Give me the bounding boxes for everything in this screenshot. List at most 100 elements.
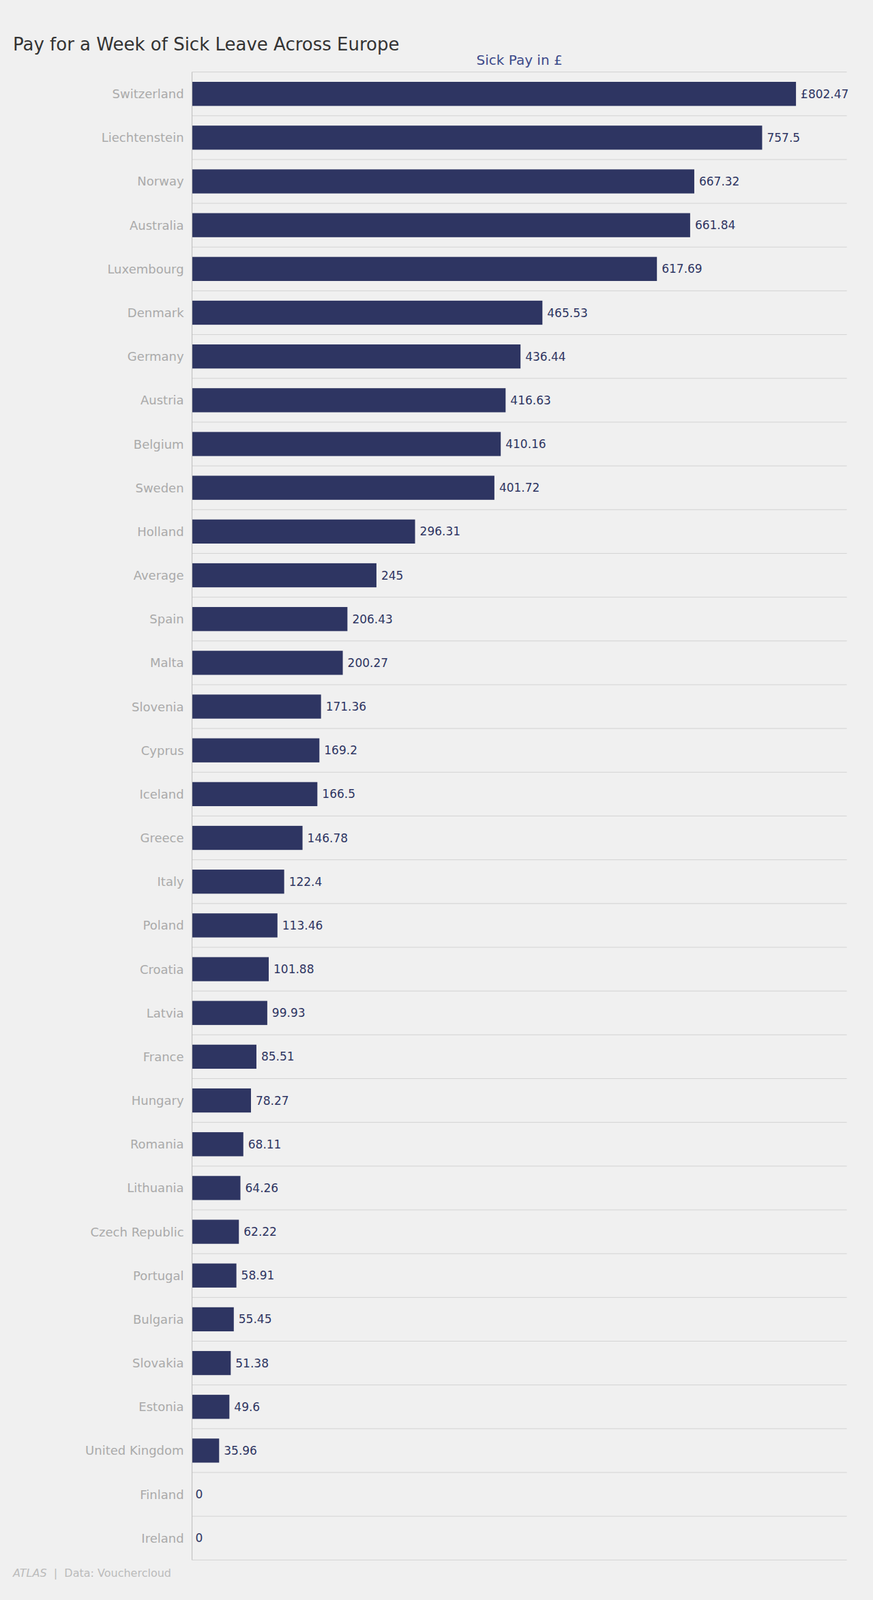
value-label: 166.5	[321, 787, 356, 801]
bar	[192, 1132, 244, 1157]
category-label: Romania	[130, 1136, 185, 1152]
category-label: Hungary	[131, 1093, 185, 1108]
row-separator	[192, 1340, 848, 1342]
value-label: 465.53	[546, 306, 588, 320]
bar	[192, 694, 322, 719]
row-separator	[192, 1209, 848, 1210]
category-label: Liechtenstein	[101, 130, 185, 145]
row-separator	[192, 553, 848, 554]
value-label: 667.32	[699, 174, 740, 189]
category-label: Austria	[140, 392, 185, 408]
value-label: 757.5	[766, 130, 801, 145]
value-label: 122.4	[289, 875, 323, 889]
row-separator	[192, 772, 848, 773]
value-label: 64.26	[245, 1181, 279, 1195]
value-label: 99.93	[272, 1005, 306, 1020]
category-label: Luxembourg	[107, 261, 184, 277]
row-separator	[192, 684, 848, 685]
value-label: 35.96	[223, 1443, 258, 1458]
bar	[192, 1394, 230, 1419]
value-label: 113.46	[282, 918, 323, 933]
row-separator	[192, 859, 848, 861]
row-separator	[192, 203, 848, 204]
bar	[192, 607, 348, 631]
bar	[192, 1351, 232, 1375]
bar	[192, 563, 377, 588]
row-separator	[192, 1559, 848, 1561]
category-label: United Kingdom	[85, 1443, 184, 1458]
value-label: 661.84	[694, 218, 736, 232]
row-separator	[192, 1428, 848, 1429]
value-label: 51.38	[235, 1356, 269, 1371]
value-label: 49.6	[233, 1400, 260, 1414]
chart: Pay for a Week of Sick Leave Across Euro…	[0, 0, 873, 1600]
value-label: 101.88	[273, 962, 314, 976]
value-label: 169.2	[323, 743, 358, 758]
row-separator	[192, 509, 848, 511]
value-label: 58.91	[241, 1268, 275, 1283]
footer-source: | Data: Vouchercloud	[47, 1566, 172, 1580]
category-label: Denmark	[127, 305, 185, 320]
value-label: 55.45	[238, 1312, 273, 1326]
category-label: Estonia	[138, 1399, 184, 1414]
category-label: Spain	[149, 611, 184, 627]
bar	[192, 1263, 237, 1288]
bar	[192, 476, 495, 500]
category-label: Ireland	[141, 1531, 184, 1546]
bar	[192, 1307, 234, 1332]
category-label: Norway	[137, 173, 185, 189]
subtitle: Sick Pay in £	[476, 51, 563, 69]
row-separator	[192, 158, 848, 160]
category-label: Slovenia	[131, 699, 185, 715]
category-label: Latvia	[146, 1005, 185, 1021]
row-separator	[192, 1034, 848, 1036]
category-label: Croatia	[139, 962, 185, 977]
row-separator	[192, 1253, 848, 1255]
row-separator	[192, 465, 848, 467]
value-label: 296.31	[420, 524, 461, 539]
footer-brand: ATLAS	[12, 1566, 48, 1580]
value-label: 416.63	[510, 393, 551, 408]
category-label: Australia	[129, 218, 185, 233]
bar	[192, 125, 763, 150]
category-label: Finland	[139, 1487, 184, 1502]
row-separator	[192, 377, 848, 379]
row-separator	[192, 421, 848, 423]
bar	[192, 169, 695, 194]
category-label: Czech Republic	[90, 1224, 185, 1240]
value-label: 200.27	[347, 656, 389, 670]
bar	[192, 650, 344, 675]
row-separator	[192, 815, 848, 817]
category-label: Lithuania	[126, 1180, 184, 1195]
value-label: 62.22	[243, 1224, 277, 1239]
value-label: 171.36	[326, 699, 367, 714]
category-label: Germany	[127, 349, 185, 364]
row-separator	[192, 1297, 848, 1298]
footer: ATLAS | Data: Vouchercloud	[12, 1566, 172, 1580]
value-labels: £802.47757.5667.32661.84617.69465.53436.…	[195, 87, 850, 1546]
bar	[192, 956, 269, 981]
row-separator	[192, 903, 848, 904]
bar	[192, 825, 303, 850]
row-separator	[192, 71, 848, 73]
row-separator	[192, 115, 848, 116]
value-label: 436.44	[525, 349, 566, 364]
bar	[192, 782, 318, 807]
bar	[192, 738, 320, 763]
title: Pay for a Week of Sick Leave Across Euro…	[12, 34, 400, 55]
category-label: Iceland	[139, 787, 184, 802]
value-label: 245	[381, 568, 404, 583]
value-label: 146.78	[307, 831, 348, 846]
bar	[192, 1438, 220, 1463]
background	[0, 0, 873, 1600]
row-separator	[192, 246, 848, 248]
separators	[192, 72, 848, 1561]
bar	[192, 257, 658, 281]
value-label: 410.16	[505, 437, 546, 451]
bar	[192, 1219, 240, 1244]
row-separator	[192, 290, 848, 292]
bar	[192, 913, 278, 938]
value-label: 78.27	[255, 1093, 290, 1108]
value-label: 68.11	[248, 1137, 282, 1152]
category-labels: SwitzerlandLiechtensteinNorwayAustraliaL…	[85, 86, 185, 1546]
